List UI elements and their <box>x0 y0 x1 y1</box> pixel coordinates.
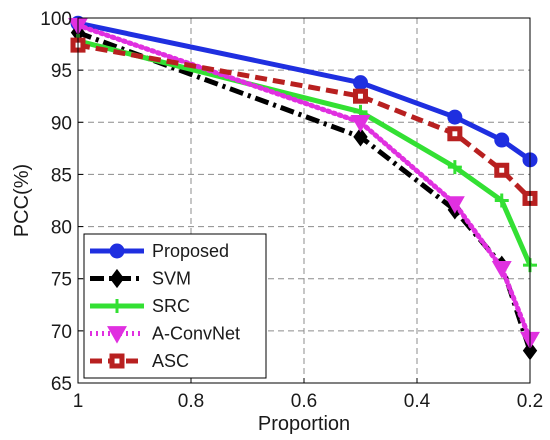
y-tick-label: 85 <box>51 165 72 186</box>
plot-area-frame <box>77 17 531 384</box>
data-point-a-convnet <box>444 196 465 214</box>
x-tick-label: 0.2 <box>517 391 543 412</box>
data-point-asc-inner <box>452 131 458 137</box>
y-tick-label: 90 <box>51 113 72 134</box>
legend-label: A-ConvNet <box>152 324 240 344</box>
legend-entry-asc: ASC <box>90 351 189 371</box>
data-point-asc-inner <box>499 167 505 173</box>
y-tick-label: 100 <box>40 9 72 30</box>
x-tick-label: 0.6 <box>291 391 317 412</box>
data-point-src <box>447 160 462 175</box>
legend-marker-asc-inner <box>114 358 120 364</box>
data-point-a-convnet <box>350 114 371 133</box>
data-point-a-convnet <box>491 260 512 279</box>
grid <box>77 17 531 384</box>
legend-marker-a-convnet <box>107 326 127 344</box>
legend-marker-src <box>110 299 124 313</box>
y-tick-label: 80 <box>51 218 72 239</box>
data-point-proposed <box>494 132 510 148</box>
data-point-src <box>494 193 509 208</box>
legend-entry-a-convnet: A-ConvNet <box>90 324 240 344</box>
x-axis-label: Proportion <box>258 413 350 435</box>
legend-entry-src: SRC <box>90 296 190 316</box>
y-tick-label: 65 <box>51 374 72 395</box>
legend-marker-proposed <box>109 243 125 259</box>
y-axis-label: PCC(%) <box>11 164 33 237</box>
x-tick-label: 1 <box>73 391 84 412</box>
legend-entry-proposed: Proposed <box>90 241 229 261</box>
legend: Proposed SVM SRC A-ConvNet ASC <box>83 233 267 379</box>
legend-label: SRC <box>152 296 190 316</box>
data-point-proposed <box>353 75 368 91</box>
legend-entry-svm: SVM <box>90 269 191 289</box>
y-tick-label: 70 <box>51 322 72 343</box>
data-point-proposed <box>447 109 463 125</box>
x-tick-label: 0.8 <box>178 391 204 412</box>
y-tick-label: 75 <box>51 270 72 291</box>
data-point-asc-inner <box>358 93 363 99</box>
x-tick-label: 0.4 <box>404 391 431 412</box>
data-point-svm <box>353 127 368 147</box>
legend-label: ASC <box>152 351 189 371</box>
y-tick-label: 95 <box>51 61 72 82</box>
legend-marker-svm <box>109 268 125 289</box>
legend-label: SVM <box>152 269 191 289</box>
series-asc <box>70 37 538 206</box>
series-layer <box>68 15 540 361</box>
tick-labels: 1 0.8 0.6 0.4 0.2 65 70 75 80 85 90 95 100 <box>40 9 543 412</box>
legend-label: Proposed <box>152 241 229 261</box>
